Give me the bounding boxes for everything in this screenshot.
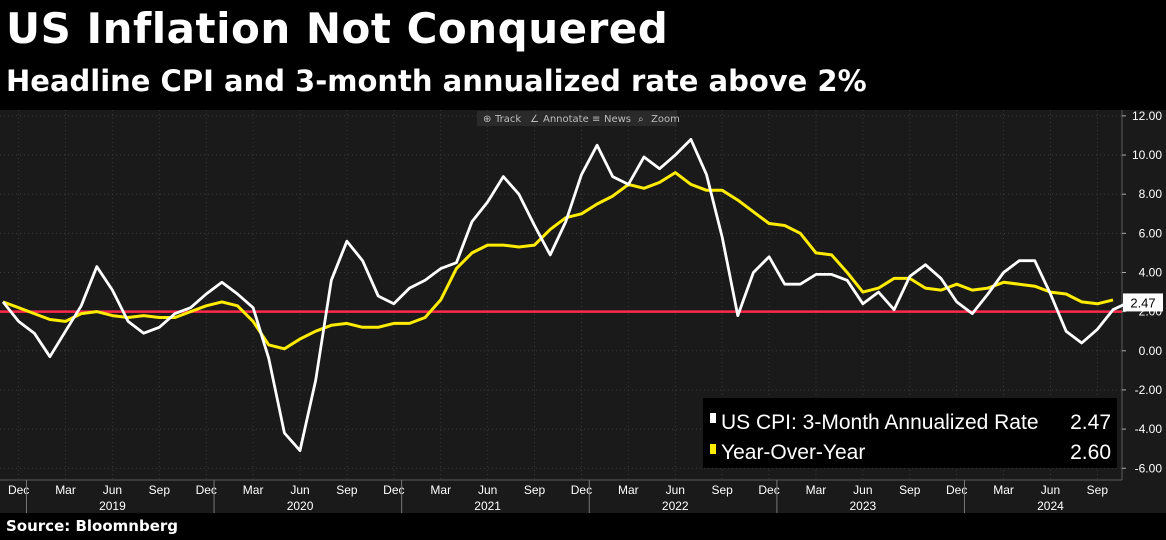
- x-year-label: 2023: [850, 499, 877, 513]
- news-icon: ≡: [592, 114, 600, 125]
- toolbar-annotate-button[interactable]: ∠ Annotate: [530, 114, 589, 125]
- toolbar-news-button[interactable]: ≡ News: [592, 114, 631, 125]
- x-tick-label: Dec: [196, 483, 217, 497]
- x-tick-label: Mar: [618, 483, 639, 497]
- x-tick-label: Jun: [478, 483, 497, 497]
- legend-swatch-3-month: [710, 413, 716, 423]
- x-tick-label: Mar: [55, 483, 76, 497]
- legend-entry-3-month: US CPI: 3-Month Annualized Rate 2.47: [710, 411, 1111, 434]
- y-tick-label: 6.00: [1139, 226, 1163, 240]
- legend-swatch-year-over-year: [710, 444, 716, 454]
- crosshair-icon: ⊕: [483, 114, 491, 125]
- y-tick-label: 10.00: [1132, 148, 1162, 162]
- x-tick-label: Dec: [8, 483, 29, 497]
- x-tick-label: Mar: [430, 483, 451, 497]
- x-tick-label: Mar: [806, 483, 827, 497]
- last-value-label: 2.47: [1130, 295, 1155, 310]
- pencil-icon: ∠: [530, 114, 539, 125]
- y-tick-label: 12.00: [1132, 109, 1162, 123]
- legend-value-3-month: 2.47: [1070, 411, 1111, 434]
- x-tick-label: Dec: [571, 483, 592, 497]
- y-tick-label: -2.00: [1135, 383, 1163, 397]
- toolbar-track-label: Track: [494, 114, 521, 125]
- x-tick-label: Sep: [1087, 483, 1109, 497]
- y-axis-band: [1122, 110, 1166, 513]
- toolbar-annotate-label: Annotate: [543, 114, 589, 125]
- series-line-year-over-year: [2, 171, 1114, 351]
- y-tick-label: 4.00: [1139, 265, 1163, 279]
- y-tick-label: 8.00: [1139, 187, 1163, 201]
- y-tick-label: -4.00: [1135, 422, 1163, 436]
- x-tick-label: Mar: [243, 483, 264, 497]
- legend-label-year-over-year: Year-Over-Year: [721, 441, 865, 464]
- y-tick-label: -6.00: [1135, 461, 1163, 475]
- x-year-label: 2020: [287, 499, 314, 513]
- x-tick-label: Sep: [149, 483, 171, 497]
- x-tick-label: Sep: [711, 483, 733, 497]
- magnifier-icon: ⌕: [638, 114, 644, 125]
- x-tick-label: Mar: [993, 483, 1014, 497]
- toolbar-track-button[interactable]: ⊕ Track: [483, 114, 521, 125]
- x-tick-label: Jun: [290, 483, 309, 497]
- x-tick-label: Dec: [758, 483, 779, 497]
- chart-title: US Inflation Not Conquered: [6, 4, 669, 53]
- x-tick-label: Jun: [103, 483, 122, 497]
- x-tick-label: Dec: [946, 483, 967, 497]
- x-tick-label: Jun: [1041, 483, 1060, 497]
- x-tick-label: Jun: [666, 483, 685, 497]
- x-tick-label: Sep: [899, 483, 921, 497]
- x-axis-band: [0, 480, 1122, 513]
- x-year-label: 2024: [1037, 499, 1064, 513]
- legend-label-3-month: US CPI: 3-Month Annualized Rate: [721, 411, 1039, 434]
- legend-box: [703, 398, 1117, 468]
- toolbar-news-label: News: [604, 114, 631, 125]
- x-axis-ticks: Dec Mar Jun Sep Dec Mar Jun Sep Dec Mar Jun Sep Dec M…: [8, 480, 1108, 513]
- x-tick-label: Jun: [853, 483, 872, 497]
- chart-toolbar: ⊕ Track ∠ Annotate ≡ News ⌕ Zoom: [477, 111, 680, 126]
- x-year-label: 2021: [474, 499, 501, 513]
- y-axis-ticks: 12.0010.008.006.004.002.000.00-2.00-4.00…: [1122, 109, 1162, 475]
- x-tick-label: Dec: [383, 483, 404, 497]
- toolbar-zoom-button[interactable]: ⌕ Zoom: [638, 114, 680, 125]
- legend: US CPI: 3-Month Annualized Rate 2.47 Yea…: [703, 398, 1117, 468]
- last-value-badge: 2.47: [1123, 293, 1163, 312]
- x-tick-label: Sep: [524, 483, 546, 497]
- x-year-label: 2022: [662, 499, 689, 513]
- series-line-3-month-annualized: [1, 137, 1130, 453]
- legend-value-year-over-year: 2.60: [1070, 441, 1111, 464]
- y-tick-label: 0.00: [1139, 344, 1163, 358]
- chart-subtitle: Headline CPI and 3-month annualized rate…: [6, 64, 867, 98]
- source-note: Source: Bloomnberg: [6, 517, 179, 535]
- x-year-label: 2019: [99, 499, 126, 513]
- x-tick-label: Sep: [336, 483, 358, 497]
- legend-entry-year-over-year: Year-Over-Year 2.60: [710, 441, 1111, 464]
- toolbar-zoom-label: Zoom: [651, 114, 680, 125]
